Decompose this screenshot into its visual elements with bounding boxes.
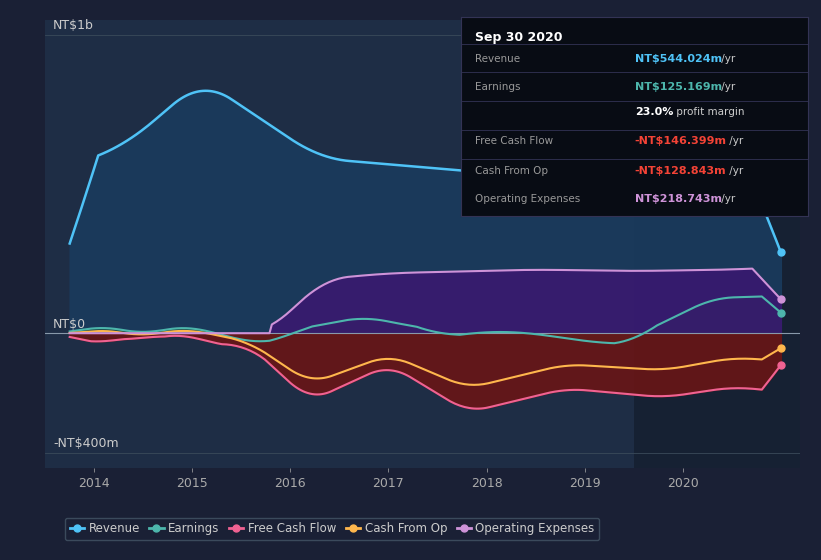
Text: /yr: /yr [726, 136, 743, 146]
Text: Revenue: Revenue [475, 54, 521, 63]
Text: Operating Expenses: Operating Expenses [475, 194, 580, 204]
Text: Cash From Op: Cash From Op [475, 166, 548, 176]
Text: -NT$400m: -NT$400m [53, 437, 118, 450]
Text: -NT$128.843m: -NT$128.843m [635, 166, 727, 176]
Legend: Revenue, Earnings, Free Cash Flow, Cash From Op, Operating Expenses: Revenue, Earnings, Free Cash Flow, Cash … [65, 517, 599, 540]
Text: Free Cash Flow: Free Cash Flow [475, 136, 553, 146]
Text: NT$544.024m: NT$544.024m [635, 54, 722, 63]
Text: NT$1b: NT$1b [53, 18, 94, 31]
Text: /yr: /yr [718, 194, 736, 204]
Text: /yr: /yr [726, 166, 743, 176]
Text: NT$0: NT$0 [53, 318, 86, 331]
Text: Earnings: Earnings [475, 82, 521, 92]
Text: -NT$146.399m: -NT$146.399m [635, 136, 727, 146]
Text: /yr: /yr [718, 54, 736, 63]
Text: Sep 30 2020: Sep 30 2020 [475, 31, 562, 44]
Text: 23.0%: 23.0% [635, 107, 673, 117]
Text: NT$125.169m: NT$125.169m [635, 82, 722, 92]
Text: NT$218.743m: NT$218.743m [635, 194, 722, 204]
Bar [634, 20, 800, 468]
Text: /yr: /yr [718, 82, 736, 92]
Text: profit margin: profit margin [672, 107, 745, 117]
